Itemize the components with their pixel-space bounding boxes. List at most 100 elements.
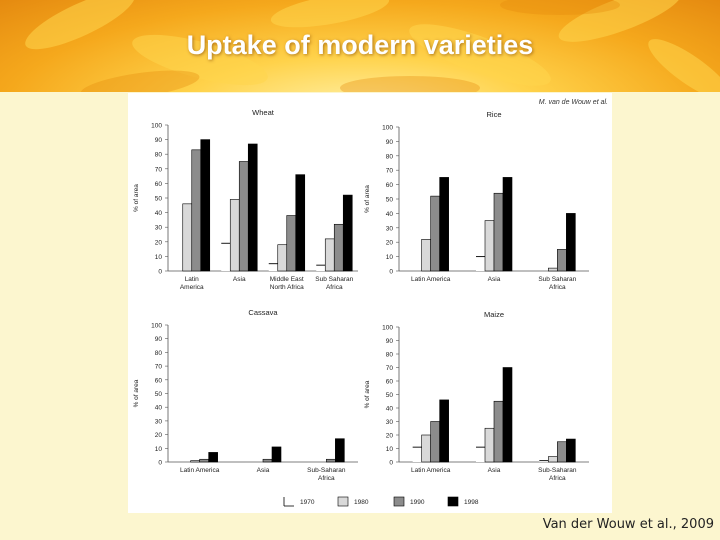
sunflower-banner [0,0,720,92]
wheat-bar-middle-east-north-africa-1990 [286,215,297,272]
wheat-y-tick-label: 70 [155,166,163,173]
figure-panel: M. van de Wouw et al. Wheat 0 10 20 30 40 50 60… [128,93,612,513]
rice-y-tick-label: 50 [386,197,394,204]
cassava-y-tick-label: 50 [155,391,163,398]
cassava-y-tick-label: 10 [155,446,163,453]
cassava-x-tick-label: Latin America [180,467,220,474]
cassava-y-label: % of area [133,379,140,407]
rice-y-tick-label: 80 [386,153,394,160]
maize-bar-latin-america-1990 [430,421,440,463]
rice-bar-asia-1970 [476,256,485,271]
rice-y-tick-label: 70 [386,168,394,175]
cassava-bar-asia-1998 [271,446,282,463]
legend-swatch-1980 [337,496,349,507]
rice-y-tick-label: 10 [386,254,394,261]
wheat-bar-sub-saharan-africa-1998 [342,194,353,272]
cassava-bar-sub-saharan-africa-1998 [335,438,345,463]
wheat-y-label: % of area [133,184,140,212]
maize-bar-sub-saharan-africa-1998 [566,438,576,463]
maize-bar-latin-america-1970 [412,447,422,462]
wheat-y-tick-label: 60 [155,181,163,188]
wheat-y-tick-label: 20 [155,239,163,246]
slide-title: Uptake of modern varieties [186,30,534,60]
wheat-bar-latin-america-1980 [182,203,193,272]
wheat-bar-middle-east-north-africa-1970 [268,263,278,271]
cassava-bar-latin-america-1998 [208,452,218,463]
maize-x-tick-label: Sub-Saharan [538,467,577,474]
maize-x-tick-label: Asia [488,467,501,474]
wheat-y-tick-label: 40 [155,210,163,217]
maize-y-label: % of area [364,380,371,408]
maize-bar-sub-saharan-africa-1990 [557,441,567,463]
wheat-bar-asia-1980 [229,199,240,272]
cassava-x-tick-label: Sub-Saharan [307,467,346,474]
legend-label-1970: 1970 [300,499,315,506]
wheat-y-tick-label: 80 [155,152,163,159]
wheat-bar-asia-1970 [221,243,231,271]
cassava-y-tick-label: 60 [155,377,163,384]
cassava-x-tick-label: Africa [318,475,335,482]
cassava-bar-latin-america-1980 [190,460,200,463]
cassava-y-tick-label: 30 [155,418,163,425]
wheat-y-tick-label: 30 [155,225,163,232]
wheat-x-tick-label: Latin [185,276,199,283]
wheat-x-tick-label: North Africa [270,284,304,291]
maize-bar-asia-1980 [484,427,495,463]
wheat-bar-latin-america-1990 [191,149,202,272]
maize-y-tick-label: 0 [389,460,393,467]
wheat-y-tick-label: 0 [158,269,162,276]
cassava-y-tick-label: 70 [155,364,163,371]
wheat-title: Wheat [252,108,275,117]
rice-y-tick-label: 60 [386,182,394,189]
maize-y-tick-label: 90 [386,338,394,345]
maize-x-tick-label: Africa [549,475,566,482]
rice-y-tick-label: 100 [382,125,393,132]
legend-label-1990: 1990 [410,499,425,506]
rice-bar-asia-1980 [484,220,495,272]
cassava-x-tick-label: Asia [257,467,270,474]
wheat-bar-sub-saharan-africa-1970 [316,265,326,271]
wheat-bar-middle-east-north-africa-1980 [277,244,288,272]
cassava-y-tick-label: 20 [155,432,163,439]
figure-author: M. van de Wouw et al. [539,99,608,106]
wheat-bar-middle-east-north-africa-1998 [295,174,306,272]
rice-x-tick-label: Sub Saharan [538,276,576,283]
rice-y-tick-label: 0 [389,269,393,276]
wheat-x-tick-label: America [180,284,204,291]
maize-y-tick-label: 30 [386,419,394,426]
maize-bar-sub-saharan-africa-1970 [539,460,549,462]
wheat-y-tick-label: 100 [151,123,162,130]
wheat-bar-sub-saharan-africa-1980 [324,238,335,272]
rice-bar-sub-saharan-africa-1980 [548,267,558,272]
sunflower-petals-icon [25,0,720,92]
maize-bar-asia-1970 [476,447,485,462]
maize-y-tick-label: 100 [382,325,393,332]
wheat-bar-asia-1998 [247,143,258,272]
maize-y-tick-label: 20 [386,433,394,440]
bar-chart-figure: M. van de Wouw et al. Wheat 0 10 20 30 40 50 60… [133,99,608,507]
rice-x-tick-label: Africa [549,284,566,291]
cassava-bar-asia-1990 [262,458,273,463]
rice-y-tick-label: 90 [386,139,394,146]
wheat-x-tick-label: Asia [233,276,246,283]
rice-bar-asia-1990 [493,192,504,272]
wheat-x-tick-label: Sub Saharan [315,276,353,283]
wheat-x-tick-label: Africa [326,284,343,291]
rice-y-tick-label: 30 [386,225,394,232]
maize-x-tick-label: Latin America [411,467,451,474]
legend-label-1998: 1998 [464,499,479,506]
rice-bar-latin-america-1990 [430,195,440,272]
rice-bar-latin-america-1980 [421,239,431,272]
wheat-y-tick-label: 10 [155,254,163,261]
rice-y-tick-label: 40 [386,211,394,218]
maize-y-tick-label: 80 [386,352,394,359]
cassava-title: Cassava [248,308,278,317]
rice-y-tick-label: 20 [386,240,394,247]
maize-y-tick-label: 40 [386,406,394,413]
rice-bar-sub-saharan-africa-1990 [557,249,567,272]
cassava-bar-latin-america-1990 [199,458,209,463]
rice-title: Rice [486,110,501,119]
maize-y-tick-label: 70 [386,365,394,372]
cassava-y-tick-label: 80 [155,350,163,357]
cassava-y-tick-label: 90 [155,336,163,343]
